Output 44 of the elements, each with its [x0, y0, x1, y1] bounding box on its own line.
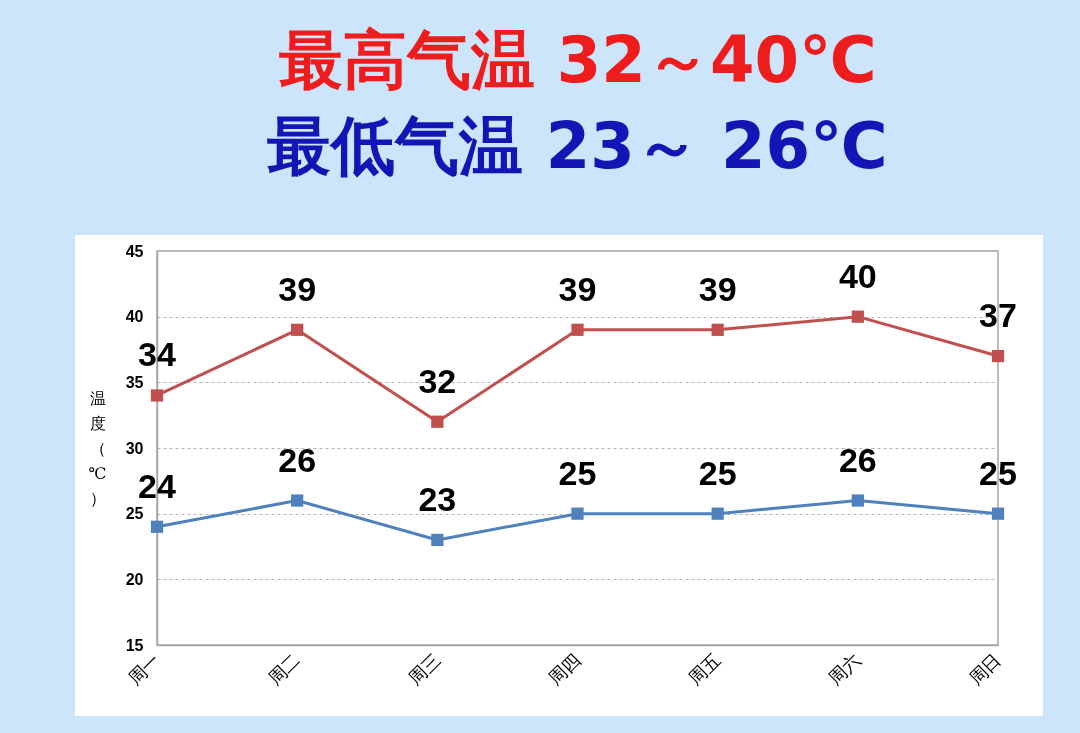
point [291, 494, 304, 507]
x-tick-label: 周六 [824, 649, 865, 690]
data-label: 40 [838, 256, 877, 295]
y-tick-label: 15 [125, 636, 144, 654]
x-tick-label: 周二 [263, 649, 305, 690]
x-tick-label: 周四 [544, 649, 585, 690]
chart-subtitle: 最低气温 23～ 26℃ [267, 109, 888, 183]
point [851, 310, 864, 323]
point [291, 323, 304, 336]
point [150, 389, 164, 402]
data-label: 23 [418, 479, 457, 518]
point [711, 323, 724, 336]
x-tick-label: 周日 [964, 649, 1005, 690]
point [571, 323, 584, 336]
data-label: 39 [698, 269, 737, 308]
data-label: 32 [418, 361, 457, 400]
point [851, 494, 864, 507]
data-label: 34 [138, 335, 176, 374]
data-label: 25 [558, 453, 597, 492]
data-label: 24 [138, 466, 176, 505]
data-label: 26 [838, 440, 877, 479]
point [991, 507, 1005, 520]
y-tick-label: 40 [125, 308, 144, 326]
data-label: 39 [278, 269, 317, 308]
y-tick-label: 25 [125, 505, 144, 523]
data-label: 39 [558, 269, 597, 308]
data-label: 26 [278, 440, 317, 479]
y-tick-label: 45 [125, 242, 144, 260]
data-label: 37 [979, 296, 1017, 335]
point [150, 520, 164, 533]
y-tick-label: 35 [125, 373, 144, 391]
data-label: 25 [979, 453, 1017, 492]
y-tick-label: 20 [125, 570, 144, 588]
y-tick-label: 30 [125, 439, 144, 457]
x-tick-label: 周五 [684, 649, 725, 690]
x-tick-label: 周三 [403, 649, 445, 690]
point [711, 507, 724, 520]
point [431, 415, 444, 428]
point [991, 349, 1005, 363]
data-label: 25 [698, 453, 737, 492]
point [571, 507, 584, 520]
chart-title: 最高气温 32～40℃ [278, 23, 877, 97]
y-axis-title: 温度（℃） [88, 388, 107, 508]
point [431, 533, 444, 547]
